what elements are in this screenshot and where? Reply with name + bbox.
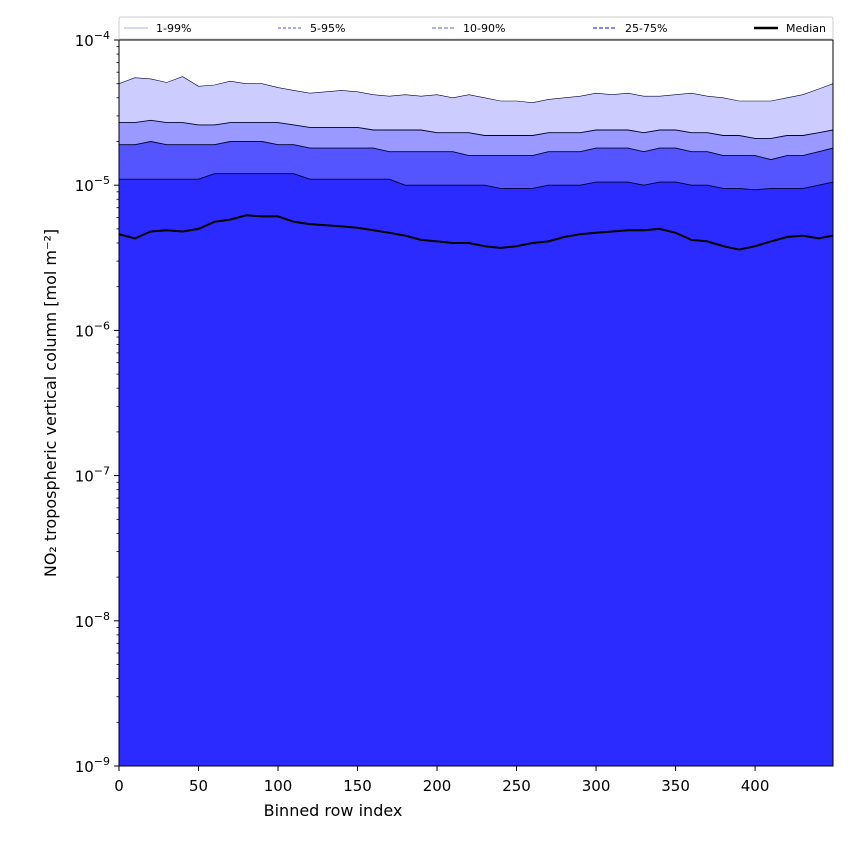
x-tick-label: 200 xyxy=(423,777,452,795)
y-tick-label: 10−8 xyxy=(75,610,110,631)
legend-label-5: Median xyxy=(786,22,826,35)
x-tick-label: 50 xyxy=(189,777,208,795)
y-axis-label: NO₂ tropospheric vertical column [mol m⁻… xyxy=(41,229,60,577)
y-tick-label: 10−7 xyxy=(75,465,110,486)
percentile-bands xyxy=(119,76,833,766)
band-upper-edge-percentile-01-99 xyxy=(119,76,833,104)
legend-label-4: 25-75% xyxy=(625,22,667,35)
x-axis-ticks: 0 50 100 150 200 250 300 350 400 xyxy=(114,766,769,795)
x-tick-label: 150 xyxy=(343,777,372,795)
band-upper-edge-percentile-25-75 xyxy=(119,173,833,191)
y-tick-label: 10−5 xyxy=(75,174,110,195)
legend-label-1: 1-99% xyxy=(156,22,191,35)
y-tick-label: 10−9 xyxy=(75,755,110,776)
x-tick-label: 300 xyxy=(582,777,611,795)
x-tick-label: 400 xyxy=(741,777,770,795)
x-axis-label: Binned row index xyxy=(264,801,403,820)
band-upper-edge-percentile-10-90 xyxy=(119,141,833,161)
legend-box xyxy=(118,16,834,40)
x-tick-label: 0 xyxy=(114,777,124,795)
legend-label-2: 5-95% xyxy=(310,22,345,35)
band-percentile-25-75 xyxy=(119,173,833,766)
x-tick-label: 250 xyxy=(502,777,531,795)
median-line xyxy=(119,214,833,251)
band-upper-edge-percentile-05-95 xyxy=(119,119,833,139)
y-tick-label: 10−6 xyxy=(75,319,110,340)
plot-frame xyxy=(118,39,834,767)
y-axis-ticks: 10−9 10−8 10−7 10−6 10−5 10−4 xyxy=(75,29,119,776)
legend: 1-99% 5-95% 10-90% 25-75% Median xyxy=(118,16,834,40)
median-layer xyxy=(119,214,833,251)
x-tick-label: 100 xyxy=(264,777,293,795)
x-tick-label: 350 xyxy=(661,777,690,795)
legend-label-3: 10-90% xyxy=(463,22,505,35)
y-tick-label: 10−4 xyxy=(75,29,110,50)
